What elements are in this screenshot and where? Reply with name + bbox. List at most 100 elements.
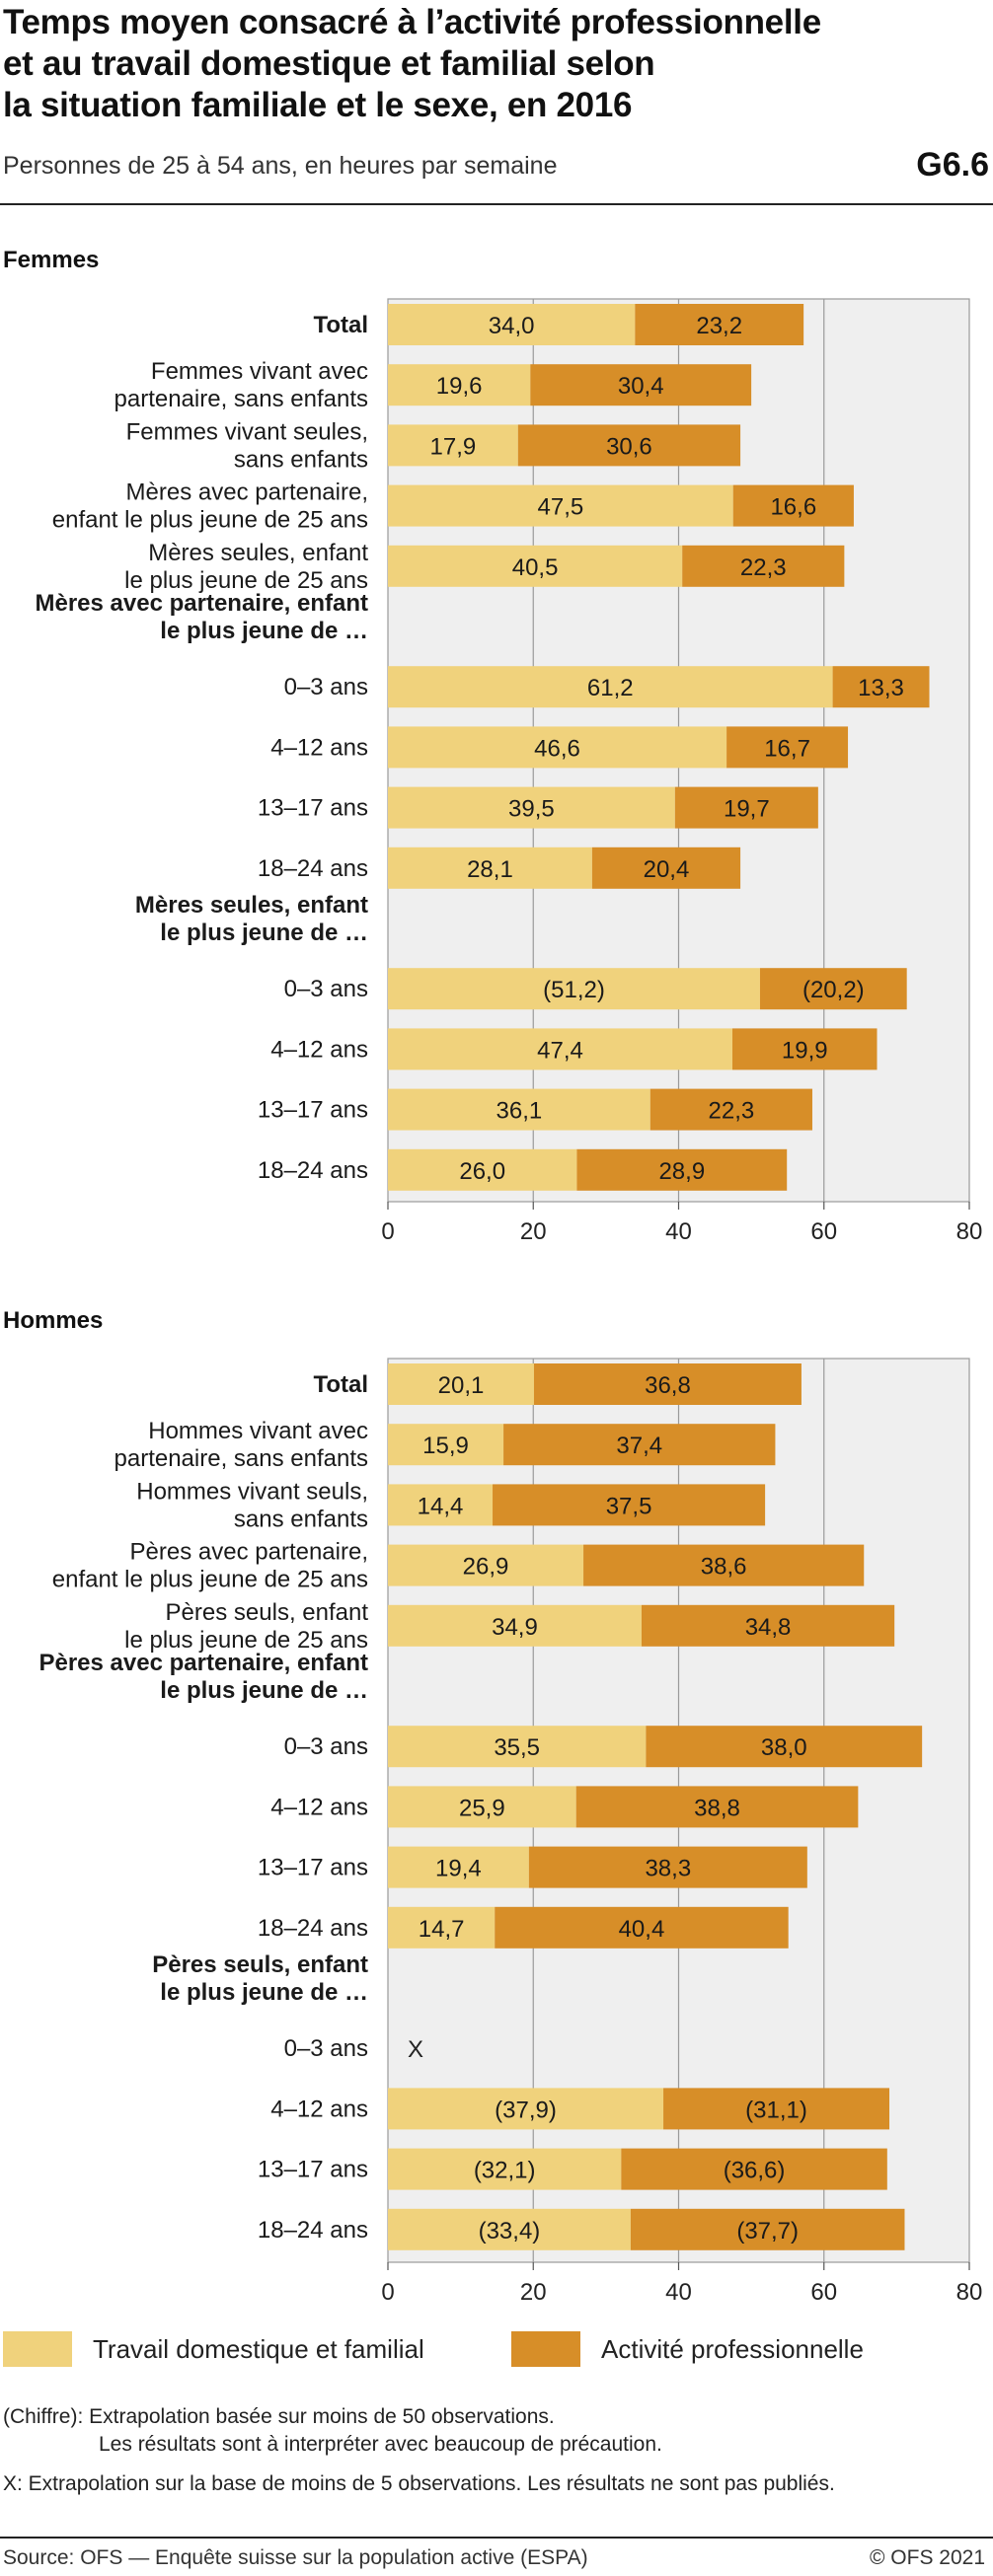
category-label: sans enfants: [234, 1506, 368, 1532]
category-label: Total: [313, 312, 368, 338]
data-label: 46,6: [534, 735, 580, 762]
data-label: 38,0: [761, 1734, 807, 1761]
data-label: (36,6): [724, 2158, 786, 2184]
data-label: 37,5: [606, 1493, 652, 1519]
bar-professional: [682, 545, 845, 587]
panel-1: Hommes 0 20 40 60 80 Total 20,1 36,8 Hommes vivan…: [3, 1307, 982, 2306]
tick-label: 80: [956, 2279, 983, 2306]
title-line: la situation familiale et le sexe, en 20…: [3, 86, 633, 124]
bar-professional: [726, 726, 849, 769]
tick-label: 40: [665, 2279, 692, 2306]
category-label: enfant le plus jeune de 25 ans: [52, 1567, 368, 1593]
bar-domestic: [388, 1604, 642, 1647]
bar-professional: [731, 1028, 878, 1070]
title-line: Temps moyen consacré à l’activité profes…: [3, 3, 821, 41]
data-label: 38,3: [645, 1856, 691, 1882]
bar-professional: [533, 1363, 802, 1405]
bar-domestic: [388, 846, 592, 889]
category-label: 0–3 ans: [284, 1733, 368, 1760]
category-label: 13–17 ans: [258, 795, 368, 822]
data-label: 13,3: [858, 675, 904, 701]
bar-professional: [493, 1484, 766, 1526]
footnote-line: (Chiffre): Extrapolation basée sur moins…: [3, 2405, 555, 2428]
data-label: 15,9: [422, 1433, 469, 1459]
bar-domestic: [388, 2088, 664, 2130]
legend-swatch-domestic: [3, 2331, 72, 2367]
tick-label: 60: [810, 1218, 837, 1245]
data-label: (31,1): [745, 2097, 807, 2123]
data-label: 23,2: [696, 313, 742, 339]
category-label: partenaire, sans enfants: [115, 1445, 369, 1472]
group-heading: le plus jeune de …: [160, 618, 368, 644]
bar-domestic: [388, 968, 760, 1010]
category-label: 4–12 ans: [270, 2096, 368, 2122]
footnotes: (Chiffre): Extrapolation basée sur moins…: [3, 2403, 835, 2498]
legend-label-domestic: Travail domestique et familial: [93, 2334, 424, 2364]
suppressed-marker: X: [408, 2036, 423, 2063]
data-label: (37,9): [495, 2097, 557, 2123]
tick-label: 0: [381, 1218, 394, 1245]
category-label: 13–17 ans: [258, 1855, 368, 1881]
group-heading: Mères avec partenaire, enfant: [36, 590, 369, 617]
category-label: le plus jeune de 25 ans: [124, 567, 368, 594]
data-label: 40,4: [619, 1916, 665, 1943]
bar-domestic: [388, 424, 518, 467]
data-label: 34,0: [489, 313, 535, 339]
legend: Travail domestique et familial Activité …: [0, 2326, 993, 2376]
data-label: 38,8: [694, 1795, 740, 1821]
bar-domestic: [388, 1363, 534, 1405]
category-label: Hommes vivant avec: [148, 1418, 368, 1444]
chart-subtitle: Personnes de 25 à 54 ans, en heures par …: [3, 152, 558, 180]
data-label: 39,5: [508, 796, 555, 823]
panel-0: Femmes 0 20 40 60 80 Total 34,0 23,2 Femmes vivan…: [3, 247, 982, 1245]
data-label: 19,9: [782, 1037, 828, 1064]
footnote-line: X: Extrapolation sur la base de moins de…: [3, 2472, 835, 2495]
bar-professional: [530, 364, 752, 406]
bar-professional: [576, 1148, 788, 1191]
group-heading: le plus jeune de …: [160, 920, 368, 946]
category-label: 4–12 ans: [270, 1036, 368, 1063]
data-label: 40,5: [512, 554, 559, 581]
category-label: Pères avec partenaire,: [130, 1539, 368, 1566]
data-label: 22,3: [740, 554, 787, 581]
category-label: 13–17 ans: [258, 2157, 368, 2183]
data-label: (33,4): [479, 2218, 541, 2245]
bar-domestic: [388, 666, 833, 708]
title-line: et au travail domestique et familial sel…: [3, 44, 655, 83]
header-rule: [0, 203, 993, 205]
category-label: 4–12 ans: [270, 1794, 368, 1820]
data-label: 19,4: [435, 1856, 482, 1882]
data-label: (37,7): [736, 2218, 799, 2245]
bar-professional: [641, 1604, 895, 1647]
data-label: 20,4: [644, 856, 690, 883]
bar-professional: [759, 968, 907, 1010]
bar-professional: [635, 304, 804, 345]
bar-domestic: [388, 1786, 576, 1828]
bar-domestic: [388, 1906, 496, 1949]
data-label: 16,7: [764, 735, 810, 762]
group-heading: Pères avec partenaire, enfant: [38, 1650, 368, 1676]
bar-domestic: [388, 1726, 647, 1768]
category-label: partenaire, sans enfants: [115, 386, 369, 412]
category-label: Femmes vivant seules,: [126, 418, 368, 445]
data-label: 19,7: [724, 796, 770, 823]
data-label: 28,1: [467, 856, 513, 883]
chart-title: Temps moyen consacré à l’activité profes…: [3, 2, 821, 126]
data-label: 30,6: [606, 433, 652, 460]
chart-code: G6.6: [916, 146, 989, 184]
data-label: 36,1: [496, 1098, 543, 1125]
data-label: (32,1): [474, 2158, 536, 2184]
data-label: 35,5: [494, 1734, 540, 1761]
tick-label: 40: [665, 1218, 692, 1245]
tick-label: 20: [520, 2279, 547, 2306]
bar-professional: [630, 2208, 905, 2250]
tick-label: 20: [520, 1218, 547, 1245]
bar-domestic: [388, 545, 683, 587]
bar-professional: [517, 424, 741, 467]
panel-title: Hommes: [3, 1307, 103, 1334]
category-label: 13–17 ans: [258, 1097, 368, 1124]
data-label: 47,4: [537, 1037, 583, 1064]
data-label: 19,6: [436, 373, 483, 400]
data-label: 34,9: [492, 1614, 538, 1641]
data-label: 61,2: [587, 675, 634, 701]
